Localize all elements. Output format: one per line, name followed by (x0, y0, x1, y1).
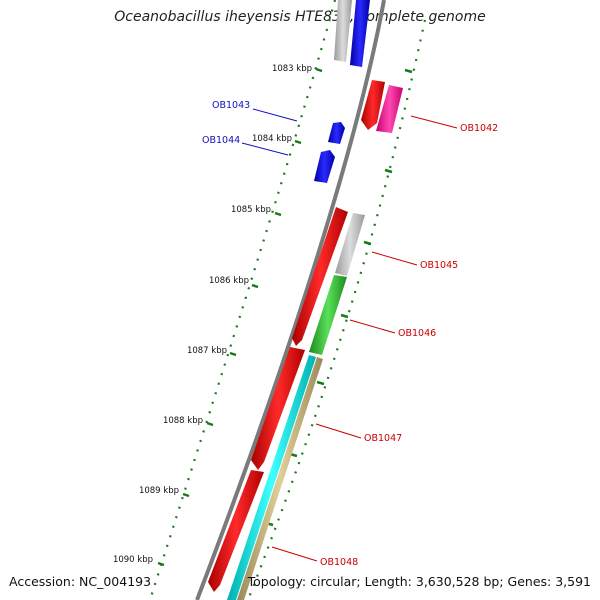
genome-summary-text: Topology: circular; Length: 3,630,528 bp… (247, 574, 591, 589)
tick-label-1085: 1085 kbp (231, 205, 271, 215)
map-title: Oceanobacillus iheyensis HTE831, complet… (114, 9, 486, 25)
gene-ob1045-grey[interactable] (335, 213, 365, 276)
tick-label-1083: 1083 kbp (272, 64, 312, 74)
kbp-tick-labels: 1083 kbp 1084 kbp 1085 kbp 1086 kbp 1087… (113, 64, 312, 565)
gene-grey-top[interactable] (334, 0, 352, 62)
gene-ob1042-pink[interactable] (376, 85, 403, 133)
gene-blue-top[interactable] (350, 0, 370, 67)
gene-ob1047-red[interactable] (251, 347, 305, 470)
tick-label-1088: 1088 kbp (163, 416, 203, 426)
gene-label-ob1043[interactable]: OB1043 (212, 100, 250, 111)
gene-labels: OB1043 OB1044 OB1042 OB1045 OB1046 OB104… (202, 100, 498, 568)
gene-ob1044[interactable] (314, 150, 335, 183)
outer-dotted-ruler (246, 19, 427, 600)
leader-lines (241, 108, 458, 562)
gene-label-ob1046[interactable]: OB1046 (398, 328, 436, 339)
accession-text: Accession: NC_004193 (9, 574, 152, 589)
gene-ob1042-red[interactable] (361, 80, 385, 130)
kbp-tick-marks (157, 67, 323, 567)
gene-label-ob1047[interactable]: OB1047 (364, 433, 402, 444)
gene-ob1048-red[interactable] (208, 470, 264, 592)
gene-ob1046[interactable] (309, 275, 347, 355)
gene-label-ob1045[interactable]: OB1045 (420, 260, 458, 271)
gene-ob1043[interactable] (328, 122, 345, 144)
tick-label-1089: 1089 kbp (139, 486, 179, 496)
tick-label-1084: 1084 kbp (252, 134, 292, 144)
gene-ob1047-cyan[interactable] (227, 355, 316, 600)
tick-label-1086: 1086 kbp (209, 276, 249, 286)
gene-label-ob1044[interactable]: OB1044 (202, 135, 240, 146)
gene-ob1047-tan[interactable] (237, 357, 323, 600)
gene-ob1045-red[interactable] (292, 207, 348, 346)
outer-tick-marks (265, 68, 413, 527)
tick-label-1087: 1087 kbp (187, 346, 227, 356)
tick-label-1090: 1090 kbp (113, 555, 153, 565)
genome-backbone (195, 0, 386, 600)
gene-label-ob1048[interactable]: OB1048 (320, 557, 358, 568)
gene-label-ob1042[interactable]: OB1042 (460, 123, 498, 134)
